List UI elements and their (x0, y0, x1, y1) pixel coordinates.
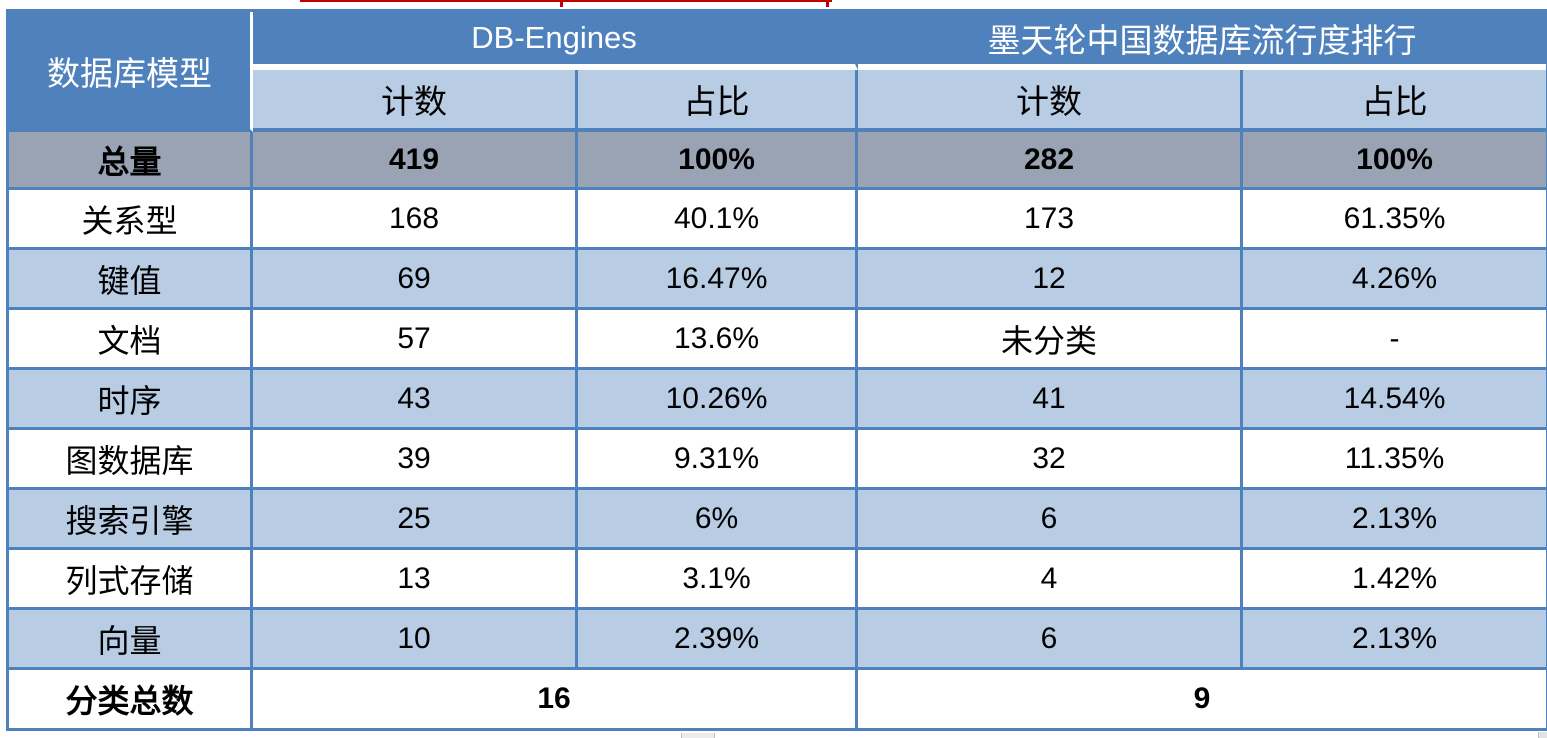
dbengines-count-cell: 10 (253, 610, 578, 670)
table-row-key-value: 键值 69 16.47% 12 4.26% (9, 250, 1547, 310)
group-header-db-engines: DB-Engines (253, 12, 859, 70)
modb-share-cell: - (1243, 310, 1547, 370)
row-label: 关系型 (9, 190, 253, 250)
row-label: 时序 (9, 370, 253, 430)
dbengines-count-cell: 13 (253, 550, 578, 610)
dbengines-share-cell: 3.1% (578, 550, 859, 610)
subheader-modb-count: 计数 (858, 70, 1244, 132)
total-row: 总量 419 100% 282 100% (9, 132, 1547, 190)
row-label: 向量 (9, 610, 253, 670)
modb-share-cell: 11.35% (1243, 430, 1547, 490)
modb-count-cell: 6 (858, 490, 1244, 550)
subheader-dbengines-share: 占比 (578, 70, 859, 132)
cropped-scrollbar-artifact (681, 733, 715, 738)
database-model-comparison-table: 数据库模型 DB-Engines 墨天轮中国数据库流行度排行 计数 占比 计数 … (6, 9, 1547, 731)
modb-count-cell: 未分类 (858, 310, 1244, 370)
modb-share-cell: 2.13% (1243, 490, 1547, 550)
dbengines-share-cell: 10.26% (578, 370, 859, 430)
corner-header-database-model: 数据库模型 (9, 12, 253, 132)
modb-share-cell: 1.42% (1243, 550, 1547, 610)
table-row-relational: 关系型 168 40.1% 173 61.35% (9, 190, 1547, 250)
table-row-document: 文档 57 13.6% 未分类 - (9, 310, 1547, 370)
group-header-modb-ranking: 墨天轮中国数据库流行度排行 (858, 12, 1547, 70)
dbengines-count-cell: 168 (253, 190, 578, 250)
cropped-scrollbar-artifact (1538, 732, 1547, 738)
row-label-total: 总量 (9, 132, 253, 190)
dbengines-count-cell: 69 (253, 250, 578, 310)
row-label: 列式存储 (9, 550, 253, 610)
table-row-time-series: 时序 43 10.26% 41 14.54% (9, 370, 1547, 430)
header-sub-row: 计数 占比 计数 占比 (9, 70, 1547, 132)
row-label: 文档 (9, 310, 253, 370)
row-label-category-total: 分类总数 (9, 670, 253, 728)
modb-count-cell: 41 (858, 370, 1244, 430)
dbengines-share-cell: 40.1% (578, 190, 859, 250)
modb-count-cell: 6 (858, 610, 1244, 670)
modb-count-cell: 32 (858, 430, 1244, 490)
dbengines-category-total: 16 (253, 670, 859, 728)
dbengines-count-cell: 57 (253, 310, 578, 370)
row-label: 搜索引擎 (9, 490, 253, 550)
subheader-modb-share: 占比 (1243, 70, 1547, 132)
total-dbengines-count: 419 (253, 132, 578, 190)
modb-share-cell: 61.35% (1243, 190, 1547, 250)
header-group-row: 数据库模型 DB-Engines 墨天轮中国数据库流行度排行 (9, 12, 1547, 132)
modb-count-cell: 4 (858, 550, 1244, 610)
dbengines-share-cell: 6% (578, 490, 859, 550)
cropped-red-tick-artifact (826, 0, 829, 7)
dbengines-count-cell: 25 (253, 490, 578, 550)
modb-share-cell: 2.13% (1243, 610, 1547, 670)
dbengines-count-cell: 39 (253, 430, 578, 490)
modb-share-cell: 14.54% (1243, 370, 1547, 430)
dbengines-count-cell: 43 (253, 370, 578, 430)
summary-row-category-count: 分类总数 16 9 (9, 670, 1547, 728)
dbengines-share-cell: 16.47% (578, 250, 859, 310)
table-row-search-engine: 搜索引擎 25 6% 6 2.13% (9, 490, 1547, 550)
total-modb-count: 282 (858, 132, 1244, 190)
table-row-vector: 向量 10 2.39% 6 2.13% (9, 610, 1547, 670)
table-row-graph: 图数据库 39 9.31% 32 11.35% (9, 430, 1547, 490)
subheader-dbengines-count: 计数 (253, 70, 578, 132)
dbengines-share-cell: 13.6% (578, 310, 859, 370)
modb-count-cell: 173 (858, 190, 1244, 250)
dbengines-share-cell: 2.39% (578, 610, 859, 670)
cropped-red-tick-artifact (560, 0, 563, 7)
total-dbengines-share: 100% (578, 132, 859, 190)
dbengines-share-cell: 9.31% (578, 430, 859, 490)
row-label: 键值 (9, 250, 253, 310)
table-row-columnar: 列式存储 13 3.1% 4 1.42% (9, 550, 1547, 610)
total-modb-share: 100% (1243, 132, 1547, 190)
modb-share-cell: 4.26% (1243, 250, 1547, 310)
modb-count-cell: 12 (858, 250, 1244, 310)
row-label: 图数据库 (9, 430, 253, 490)
modb-category-total: 9 (858, 670, 1547, 728)
cropped-red-underline-artifact (300, 0, 832, 2)
